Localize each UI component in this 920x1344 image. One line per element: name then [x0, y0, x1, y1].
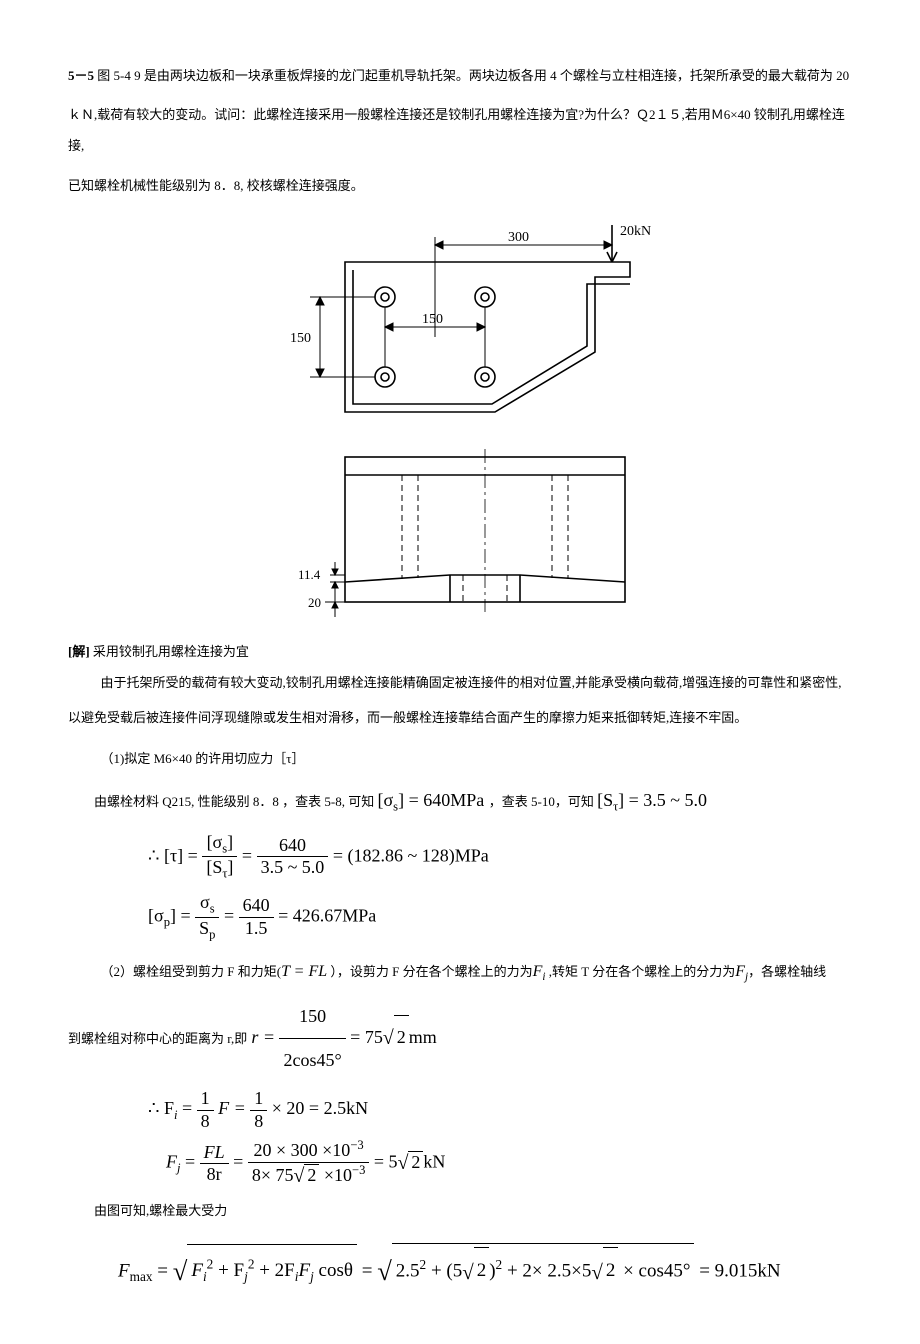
s-tau-expr: [Sτ] = 3.5 ~ 5.0 — [597, 790, 707, 810]
reason-line1: 由于托架所受的载荷有较大变动,铰制孔用螺栓连接能精确固定被连接件的相对位置,并能… — [68, 667, 852, 698]
dim-150h: 150 — [422, 312, 443, 327]
known-line: 由图可知,螺栓最大受力 — [68, 1195, 852, 1226]
figure-section: 11.4 20 — [250, 447, 670, 622]
solution-adopt: 采用铰制孔用螺栓连接为宜 — [90, 644, 249, 659]
dim-150v: 150 — [290, 331, 311, 346]
problem-line1: 图 5-4 9 是由两块边板和一块承重板焊接的龙门起重机导轨托架。两块边板各用 … — [94, 68, 849, 83]
dim-300: 300 — [508, 230, 529, 245]
eq-Fj: Fj = FL8r = 20 × 300 ×10−3 8× 75√2 ×10−3… — [166, 1138, 852, 1188]
load-label: 20kN — [620, 224, 651, 239]
solution-label-line: [解] 采用铰制孔用螺栓连接为宜 — [68, 636, 852, 667]
problem-number: 5－5 — [68, 68, 94, 83]
step2-line1: （2）螺栓组受到剪力 F 和力矩(T = FL ），设剪力 F 分在各个螺栓上的… — [68, 953, 852, 991]
solution-marker: [解] — [68, 644, 90, 659]
lookup-mid: ，查表 5-10，可知 — [489, 794, 594, 809]
eq-Fmax: Fmax = √ Fi2 + Fj2 + 2FiFj cosθ = √ 2.52… — [118, 1240, 852, 1304]
problem-line2: ｋＮ,载荷有较大的变动。试问：此螺栓连接采用一般螺栓连接还是铰制孔用螺栓连接为宜… — [68, 99, 852, 161]
reason-line2: 以避免受载后被连接件间浮现缝隙或发生相对滑移，而一般螺栓连接靠结合面产生的摩擦力… — [68, 702, 852, 733]
figure-top: 20kN 300 150 150 — [250, 217, 670, 447]
eq-Fi: ∴ Fi = 18 F = 18 × 20 = 2.5kN — [148, 1088, 852, 1132]
step2-line2: 到螺栓组对称中心的距离为 r,即 r = 150 2cos45° = 75√2m… — [68, 995, 852, 1082]
dim-20: 20 — [308, 595, 321, 610]
lookup-prefix: 由螺栓材料 Q215, 性能级别 8．8 ，查表 5-8, 可知 — [94, 794, 374, 809]
dim-11-4: 11.4 — [298, 567, 321, 582]
step1-lookup: 由螺栓材料 Q215, 性能级别 8．8 ，查表 5-8, 可知 [σs] = … — [68, 779, 852, 822]
eq-sigma-p: [σp] = σs Sp = 640 1.5 = 426.67MPa — [148, 892, 852, 942]
problem-statement: 5－5 图 5-4 9 是由两块边板和一块承重板焊接的龙门起重机导轨托架。两块边… — [68, 60, 852, 91]
sigma-s-expr: [σs] = 640MPa — [377, 790, 488, 810]
eq-tau: ∴ [τ] = [σs] [Sτ] = 640 3.5 ~ 5.0 = (182… — [148, 832, 852, 882]
step1-title: （1)拟定 M6×40 的许用切应力［τ］ — [68, 743, 852, 774]
figure-container: 20kN 300 150 150 — [68, 217, 852, 622]
problem-line3: 已知螺栓机械性能级别为 8．8, 校核螺栓连接强度。 — [68, 170, 852, 201]
